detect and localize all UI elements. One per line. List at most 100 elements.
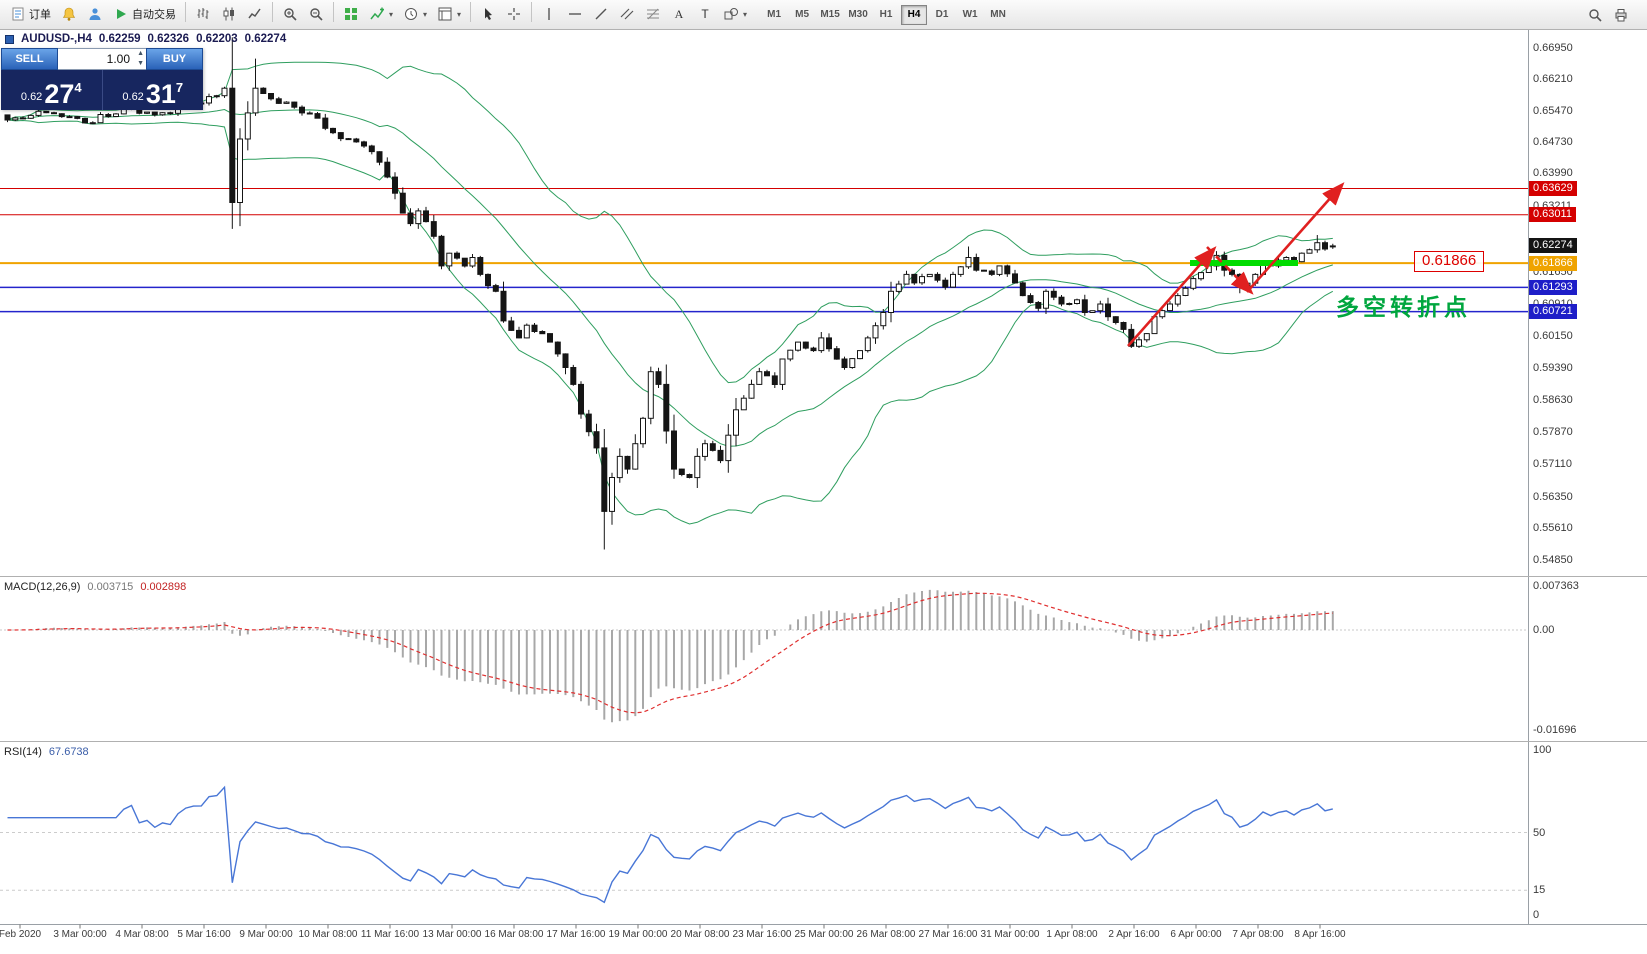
chevron-down-icon: ▾ bbox=[389, 9, 394, 19]
macd-name: MACD(12,26,9) bbox=[4, 581, 81, 593]
buy-price[interactable]: 0.62 31 7 bbox=[101, 70, 204, 110]
time-label: 9 Mar 00:00 bbox=[239, 929, 293, 940]
volume-value: 1.00 bbox=[106, 52, 130, 66]
price-tick-label: 0.55610 bbox=[1533, 521, 1573, 534]
search-button[interactable] bbox=[1582, 3, 1608, 27]
text-button[interactable]: A bbox=[666, 2, 692, 26]
time-label: 23 Mar 16:00 bbox=[732, 929, 792, 940]
shapes-button[interactable]: ▾ bbox=[718, 2, 752, 26]
time-axis[interactable]: Feb 2020 3 Mar 00:00 4 Mar 08:00 5 Mar 16:0… bbox=[0, 924, 1647, 954]
time-label: 4 Mar 08:00 bbox=[115, 929, 169, 940]
zoom-out-button[interactable] bbox=[303, 2, 329, 26]
price-tick-label: -0.01696 bbox=[1533, 724, 1577, 737]
crosshair-button[interactable] bbox=[501, 2, 527, 26]
timeframe-w1[interactable]: W1 bbox=[957, 5, 983, 25]
timeframe-m15[interactable]: M15 bbox=[817, 5, 843, 25]
chart-symbol-icon bbox=[5, 34, 14, 44]
time-label: 27 Mar 16:00 bbox=[918, 929, 978, 940]
time-label: 19 Mar 00:00 bbox=[608, 929, 668, 940]
chart-ohlc-header: AUDUSD-,H4 0.62259 0.62326 0.62203 0.622… bbox=[5, 33, 286, 45]
text-icon: A bbox=[671, 6, 687, 22]
fibonacci-icon bbox=[645, 6, 661, 22]
timeframe-h4[interactable]: H4 bbox=[901, 4, 928, 25]
chart-area[interactable]: AUDUSD-,H4 0.62259 0.62326 0.62203 0.622… bbox=[0, 30, 1647, 954]
turning-point-annotation[interactable]: 多空转折点 bbox=[1336, 295, 1471, 321]
zoom-in-icon bbox=[282, 6, 298, 22]
person-icon bbox=[87, 6, 103, 22]
timeframe-d1[interactable]: D1 bbox=[929, 5, 955, 25]
toolbar-separator bbox=[531, 2, 533, 22]
timeframe-mn[interactable]: MN bbox=[985, 5, 1011, 25]
timeframe-m5[interactable]: M5 bbox=[789, 5, 815, 25]
channel-button[interactable] bbox=[614, 2, 640, 26]
community-button[interactable] bbox=[82, 2, 108, 26]
trendline-button[interactable] bbox=[588, 2, 614, 26]
price-tick-label: 50 bbox=[1533, 826, 1546, 839]
horizontal-line-button[interactable] bbox=[562, 2, 588, 26]
macd-main-value: 0.003715 bbox=[87, 581, 134, 593]
bell-icon bbox=[61, 6, 77, 22]
label-button[interactable]: T bbox=[692, 2, 718, 26]
time-label: 11 Mar 16:00 bbox=[360, 929, 420, 940]
price-marker-label: 0.61866 bbox=[1529, 255, 1577, 271]
printer-icon bbox=[1613, 7, 1629, 23]
hline-icon bbox=[567, 6, 583, 22]
chevron-down-icon: ▾ bbox=[743, 9, 748, 19]
timeframe-m1[interactable]: M1 bbox=[761, 5, 787, 25]
grid-icon bbox=[343, 6, 359, 22]
volume-spinner[interactable]: ▲ ▼ bbox=[137, 49, 144, 69]
sell-button[interactable]: SELL bbox=[1, 48, 58, 70]
price-marker-label: 0.63629 bbox=[1529, 181, 1577, 197]
tile-windows-button[interactable] bbox=[338, 2, 364, 26]
rsi-indicator-label: RSI(14) 67.6738 bbox=[4, 746, 89, 758]
alerts-button[interactable] bbox=[56, 2, 82, 26]
price-tick-label: 100 bbox=[1533, 744, 1552, 756]
sell-price[interactable]: 0.62 27 4 bbox=[1, 70, 102, 110]
buy-price-point: 7 bbox=[175, 80, 184, 95]
print-button[interactable] bbox=[1608, 3, 1634, 27]
volume-field[interactable]: 1.00 ▲ ▼ bbox=[58, 48, 146, 70]
auto-trading-button[interactable]: 自动交易 bbox=[108, 2, 181, 26]
price-tick-label: 0.64730 bbox=[1533, 135, 1573, 148]
fibonacci-button[interactable] bbox=[640, 2, 666, 26]
price-marker-label: 0.61293 bbox=[1529, 279, 1577, 295]
time-label: 13 Mar 00:00 bbox=[422, 929, 482, 940]
high-value: 0.62326 bbox=[147, 33, 190, 45]
play-icon bbox=[113, 6, 129, 22]
search-icon bbox=[1587, 7, 1603, 23]
price-axis[interactable]: 0.669500.662100.654700.647300.639900.632… bbox=[1529, 30, 1647, 924]
templates-button[interactable]: ▾ bbox=[432, 2, 466, 26]
toolbar: 订单 自动交易 ▾ ▾ ▾ A T ▾ M1 M5 M15 M30 H1 H4 D1 W1 MN bbox=[0, 0, 1647, 30]
periods-button[interactable]: ▾ bbox=[398, 2, 432, 26]
time-label: 20 Mar 08:00 bbox=[670, 929, 730, 940]
indicators-button[interactable]: ▾ bbox=[364, 2, 398, 26]
svg-text:A: A bbox=[675, 7, 684, 21]
price-level-tag[interactable]: 0.61866 bbox=[1414, 251, 1485, 272]
toolbar-separator bbox=[333, 2, 334, 22]
line-chart-button[interactable] bbox=[242, 2, 268, 26]
zoom-in-button[interactable] bbox=[277, 2, 303, 26]
buy-button[interactable]: BUY bbox=[146, 48, 203, 70]
price-tick-label: 0 bbox=[1533, 909, 1540, 921]
toolbar-separator bbox=[470, 2, 472, 22]
time-label: 8 Apr 16:00 bbox=[1294, 929, 1346, 940]
spin-up-icon[interactable]: ▲ bbox=[137, 50, 144, 57]
bar-chart-button[interactable] bbox=[190, 2, 216, 26]
chart-canvas[interactable] bbox=[0, 30, 1647, 954]
cursor-button[interactable] bbox=[475, 2, 501, 26]
price-marker-label: 0.60721 bbox=[1529, 304, 1577, 320]
vertical-line-button[interactable] bbox=[536, 2, 562, 26]
template-icon bbox=[437, 6, 453, 22]
new-order-button[interactable]: 订单 bbox=[5, 2, 56, 26]
spin-down-icon[interactable]: ▼ bbox=[137, 60, 144, 67]
chevron-down-icon: ▾ bbox=[457, 9, 462, 19]
sell-price-point: 4 bbox=[74, 80, 82, 95]
timeframe-h1[interactable]: H1 bbox=[873, 5, 899, 25]
trendline-icon bbox=[593, 6, 609, 22]
time-label: 7 Apr 08:00 bbox=[1232, 929, 1284, 940]
price-tick-label: 0.63990 bbox=[1533, 167, 1573, 180]
candlestick-button[interactable] bbox=[216, 2, 242, 26]
price-tick-label: 0.58630 bbox=[1533, 394, 1573, 407]
timeframe-m30[interactable]: M30 bbox=[845, 5, 871, 25]
crosshair-icon bbox=[506, 6, 522, 22]
